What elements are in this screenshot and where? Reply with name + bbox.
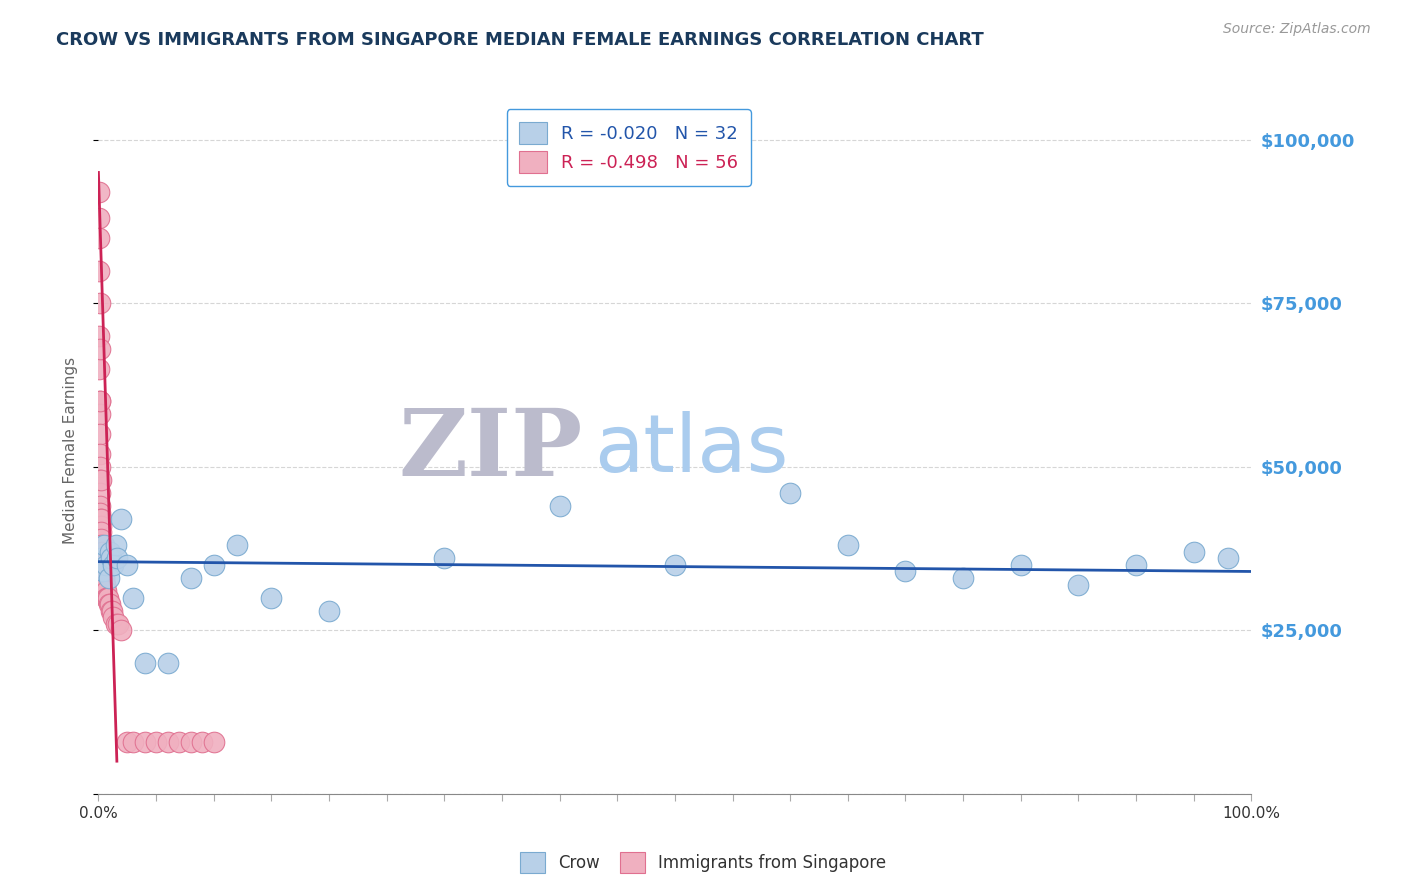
- Point: [180, 734, 202, 748]
- Point: [89, 447, 111, 461]
- Point: [156, 656, 179, 670]
- Point: [91, 558, 114, 572]
- Point: [89, 263, 111, 277]
- Point: [90, 512, 112, 526]
- Point: [1067, 577, 1090, 591]
- Point: [97, 571, 120, 585]
- Point: [89, 394, 111, 409]
- Point: [191, 734, 214, 748]
- Point: [89, 361, 111, 376]
- Point: [105, 551, 128, 566]
- Point: [93, 571, 115, 585]
- Point: [122, 734, 145, 748]
- Point: [101, 604, 124, 618]
- Point: [260, 591, 283, 605]
- Point: [90, 538, 112, 552]
- Text: ZIP: ZIP: [398, 406, 582, 495]
- Point: [94, 584, 117, 599]
- Point: [156, 734, 179, 748]
- Point: [104, 616, 127, 631]
- Point: [894, 565, 917, 579]
- Point: [952, 571, 974, 585]
- Point: [202, 734, 225, 748]
- Point: [122, 591, 145, 605]
- Legend: R = -0.020   N = 32, R = -0.498   N = 56: R = -0.020 N = 32, R = -0.498 N = 56: [506, 109, 751, 186]
- Point: [90, 545, 112, 559]
- Point: [104, 538, 127, 552]
- Point: [180, 571, 202, 585]
- Point: [89, 499, 111, 513]
- Point: [134, 734, 156, 748]
- Point: [91, 551, 114, 566]
- Point: [89, 329, 111, 343]
- Point: [89, 486, 111, 500]
- Point: [134, 656, 156, 670]
- Point: [837, 538, 859, 552]
- Point: [89, 231, 111, 245]
- Point: [1218, 551, 1240, 566]
- Point: [94, 577, 117, 591]
- Point: [1125, 558, 1147, 572]
- Point: [167, 734, 190, 748]
- Point: [97, 597, 120, 611]
- Point: [103, 610, 125, 624]
- Point: [98, 597, 121, 611]
- Point: [1182, 545, 1205, 559]
- Point: [89, 296, 111, 310]
- Point: [318, 604, 340, 618]
- Point: [89, 473, 111, 487]
- Point: [1010, 558, 1032, 572]
- Point: [664, 558, 686, 572]
- Point: [87, 211, 110, 226]
- Point: [90, 512, 112, 526]
- Point: [202, 558, 225, 572]
- Point: [93, 538, 115, 552]
- Point: [117, 558, 139, 572]
- Point: [110, 512, 132, 526]
- Point: [90, 551, 112, 566]
- Point: [89, 506, 111, 520]
- Point: [90, 473, 112, 487]
- Point: [89, 427, 111, 442]
- Point: [91, 565, 114, 579]
- Point: [110, 624, 132, 638]
- Point: [96, 591, 118, 605]
- Point: [117, 734, 139, 748]
- Point: [145, 734, 167, 748]
- Point: [89, 408, 111, 422]
- Point: [225, 538, 247, 552]
- Point: [91, 565, 114, 579]
- Text: atlas: atlas: [595, 411, 789, 490]
- Point: [89, 459, 111, 474]
- Point: [90, 551, 112, 566]
- Point: [89, 394, 111, 409]
- Point: [107, 616, 129, 631]
- Point: [779, 486, 801, 500]
- Point: [90, 525, 112, 540]
- Point: [433, 551, 456, 566]
- Text: Source: ZipAtlas.com: Source: ZipAtlas.com: [1223, 22, 1371, 37]
- Point: [89, 342, 111, 356]
- Point: [97, 591, 120, 605]
- Point: [96, 591, 118, 605]
- Point: [96, 558, 118, 572]
- Point: [103, 558, 125, 572]
- Point: [98, 545, 121, 559]
- Point: [94, 577, 117, 591]
- Point: [90, 532, 112, 546]
- Text: CROW VS IMMIGRANTS FROM SINGAPORE MEDIAN FEMALE EARNINGS CORRELATION CHART: CROW VS IMMIGRANTS FROM SINGAPORE MEDIAN…: [56, 31, 984, 49]
- Point: [100, 551, 122, 566]
- Point: [100, 604, 122, 618]
- Legend: Crow, Immigrants from Singapore: Crow, Immigrants from Singapore: [513, 846, 893, 880]
- Point: [90, 518, 112, 533]
- Point: [87, 185, 110, 199]
- Point: [548, 499, 571, 513]
- Y-axis label: Median Female Earnings: Median Female Earnings: [63, 357, 77, 544]
- Point: [93, 571, 115, 585]
- Point: [91, 558, 114, 572]
